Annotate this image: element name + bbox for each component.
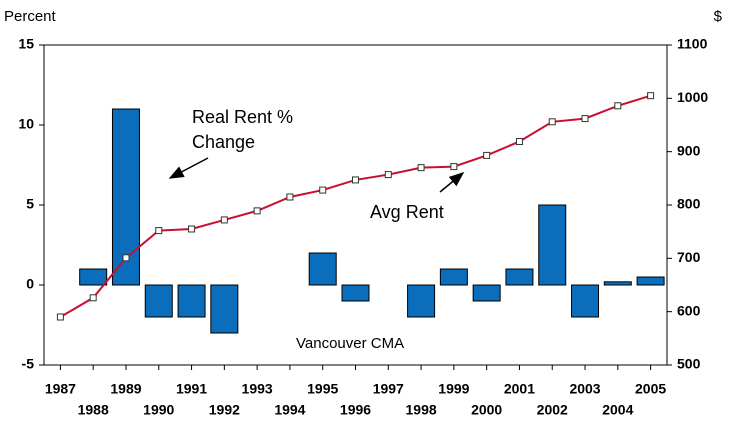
bar	[538, 204, 567, 286]
line-marker	[286, 193, 294, 201]
line-marker	[483, 151, 491, 159]
y-tick-label: 0	[26, 276, 34, 292]
x-tick-label: 1989	[110, 381, 141, 397]
bar	[308, 252, 337, 286]
y2-tick-label: 800	[677, 196, 701, 212]
bar	[177, 284, 206, 318]
line-marker	[614, 102, 622, 110]
annotation: Change	[192, 132, 255, 152]
bar	[439, 268, 468, 286]
bar	[144, 284, 173, 318]
y-axis-label: Percent	[4, 8, 57, 25]
y2-tick-label: 600	[677, 302, 701, 318]
line-marker	[417, 164, 425, 172]
x-tick-label: 1990	[143, 402, 174, 418]
annotation-arrow	[168, 157, 209, 179]
bar	[636, 276, 665, 286]
line-marker	[352, 176, 359, 184]
y2-axis-label: $	[714, 8, 723, 25]
x-tick-label: 2001	[504, 381, 535, 397]
line-marker	[188, 225, 196, 233]
line-marker	[647, 92, 655, 100]
y2-tick-label: 1000	[677, 89, 708, 105]
x-tick-label: 2000	[471, 402, 502, 418]
x-tick-label: 1993	[242, 381, 273, 397]
bar	[407, 284, 436, 318]
x-tick-label: 1988	[78, 402, 109, 418]
y2-tick-label: 1100	[677, 36, 708, 52]
y-tick-label: 5	[26, 196, 34, 212]
x-tick-label: 1987	[45, 381, 76, 397]
x-tick-label: 2003	[569, 381, 600, 397]
y2-tick-label: 500	[677, 356, 701, 372]
x-tick-label: 1996	[340, 402, 371, 418]
line-marker	[56, 313, 64, 321]
y2-tick-label: 900	[677, 142, 701, 158]
x-tick-label: 1992	[209, 402, 240, 418]
y2-tick-label: 700	[677, 249, 701, 265]
annotation: Avg Rent	[370, 202, 444, 222]
bar	[79, 268, 108, 286]
y-tick-label: -5	[22, 356, 35, 372]
x-tick-label: 2005	[635, 381, 666, 397]
bar	[341, 284, 370, 302]
line-marker	[253, 207, 261, 215]
line-marker	[548, 118, 556, 126]
x-tick-label: 1994	[274, 402, 305, 418]
x-tick-label: 1991	[176, 381, 207, 397]
annotation-arrow	[439, 172, 465, 193]
y-tick-label: 15	[18, 36, 34, 52]
line-marker	[581, 115, 589, 123]
line-marker	[122, 254, 130, 262]
x-tick-label: 2004	[602, 402, 633, 418]
y-tick-label: 10	[18, 116, 34, 132]
x-tick-label: 1999	[438, 381, 469, 397]
x-tick-label: 1995	[307, 381, 338, 397]
bar	[505, 268, 534, 286]
bar	[111, 108, 140, 286]
line-marker	[220, 216, 228, 224]
x-tick-label: 1998	[406, 402, 437, 418]
annotation: Vancouver CMA	[296, 335, 404, 352]
bar	[571, 284, 600, 318]
line-marker	[450, 163, 458, 171]
line-marker	[89, 294, 97, 302]
bar	[603, 281, 632, 286]
line-marker	[155, 227, 163, 235]
line-marker	[515, 138, 523, 146]
line-marker	[384, 171, 392, 179]
line-marker	[319, 186, 327, 194]
bar	[472, 284, 501, 302]
annotation: Real Rent %	[192, 107, 293, 127]
bar	[210, 284, 239, 334]
x-tick-label: 1997	[373, 381, 404, 397]
x-tick-label: 2002	[537, 402, 568, 418]
